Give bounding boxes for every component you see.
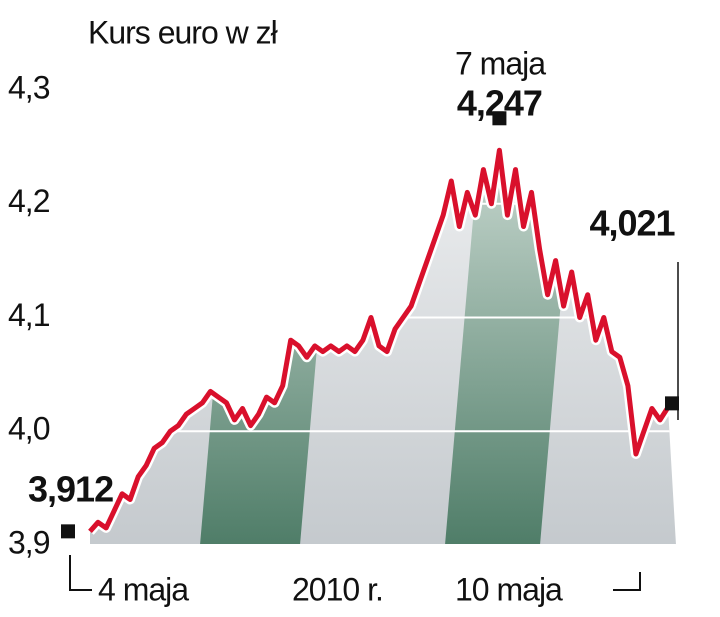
x-label: 10 maja [455, 571, 563, 607]
point-marker [61, 524, 75, 539]
annotation: 7 maja [455, 45, 546, 81]
y-tick-label: 4,1 [8, 297, 50, 333]
axis-bracket [69, 555, 92, 591]
y-tick-label: 4,3 [8, 69, 50, 105]
y-tick-label: 4,2 [8, 183, 50, 219]
data-label: 4,021 [589, 203, 675, 244]
line [88, 147, 671, 534]
data-label: 4,247 [457, 83, 542, 124]
chart-title: Kurs euro w zł [88, 14, 278, 50]
data-label: 3,912 [28, 469, 113, 510]
point-marker [492, 111, 507, 126]
point-marker [665, 396, 679, 411]
axis-bracket [613, 572, 641, 591]
x-label: 4 maja [98, 571, 189, 607]
x-label: 2010 r. [292, 571, 383, 607]
y-tick-label: 4,0 [8, 411, 50, 447]
y-tick-label: 3,9 [8, 524, 50, 560]
